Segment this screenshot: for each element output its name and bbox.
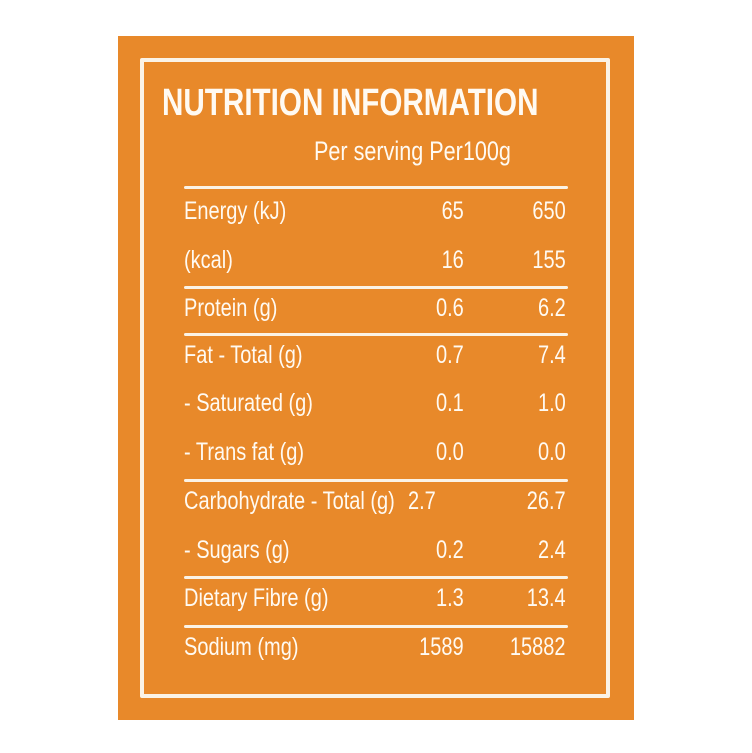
row-sodium: Sodium (mg) 1589 15882 [184,633,566,673]
per-serving-value: 0.2 [436,536,464,564]
row-label: - Saturated (g) [184,389,313,417]
row-label: (kcal) [184,246,233,274]
per-serving-value: 16 [441,246,464,274]
row-label: Dietary Fibre (g) [184,584,329,612]
divider [184,286,568,289]
per-100g-value: 650 [532,197,566,225]
row-label: Sodium (mg) [184,633,299,661]
per-100g-value: 15882 [510,633,566,661]
row-saturated: - Saturated (g) 0.1 1.0 [184,389,566,429]
per-serving-value: 0.1 [436,389,464,417]
per-100g-value: 26.7 [527,487,566,515]
row-label: - Sugars (g) [184,536,290,564]
per-serving-value: 0.7 [436,341,464,369]
divider [184,479,568,482]
per-serving-value: 2.7 [408,487,436,515]
divider [184,625,568,628]
row-label: Fat - Total (g) [184,341,303,369]
per-serving-value: 65 [441,197,464,225]
per-100g-value: 6.2 [538,294,566,322]
column-headers: Per serving Per100g [314,136,511,166]
divider [184,186,568,189]
row-dietary-fibre: Dietary Fibre (g) 1.3 13.4 [184,584,566,624]
per-100g-value: 7.4 [538,341,566,369]
per-100g-value: 2.4 [538,536,566,564]
divider [184,576,568,579]
row-label: Protein (g) [184,294,278,322]
per-serving-value: 1.3 [436,584,464,612]
divider [184,333,568,336]
row-energy-kcal: (kcal) 16 155 [184,246,566,286]
row-fat-total: Fat - Total (g) 0.7 7.4 [184,341,566,381]
per-100g-value: 0.0 [538,438,566,466]
row-trans-fat: - Trans fat (g) 0.0 0.0 [184,438,566,478]
label-title: NUTRITION INFORMATION [162,82,539,124]
row-sugars: - Sugars (g) 0.2 2.4 [184,536,566,576]
row-label: - Trans fat (g) [184,438,305,466]
label-border [140,58,610,698]
row-label: Energy (kJ) [184,197,287,225]
per-serving-value: 0.0 [436,438,464,466]
row-protein: Protein (g) 0.6 6.2 [184,294,566,334]
row-carbohydrate: Carbohydrate - Total (g) 2.7 26.7 [184,487,566,527]
row-label: Carbohydrate - Total (g) [184,487,395,515]
per-serving-value: 0.6 [436,294,464,322]
per-100g-value: 13.4 [527,584,566,612]
per-serving-value: 1589 [419,633,465,661]
nutrition-panel: NUTRITION INFORMATION Per serving Per100… [118,36,634,720]
per-100g-value: 1.0 [538,389,566,417]
row-energy-kj: Energy (kJ) 65 650 [184,197,566,237]
per-100g-value: 155 [532,246,566,274]
